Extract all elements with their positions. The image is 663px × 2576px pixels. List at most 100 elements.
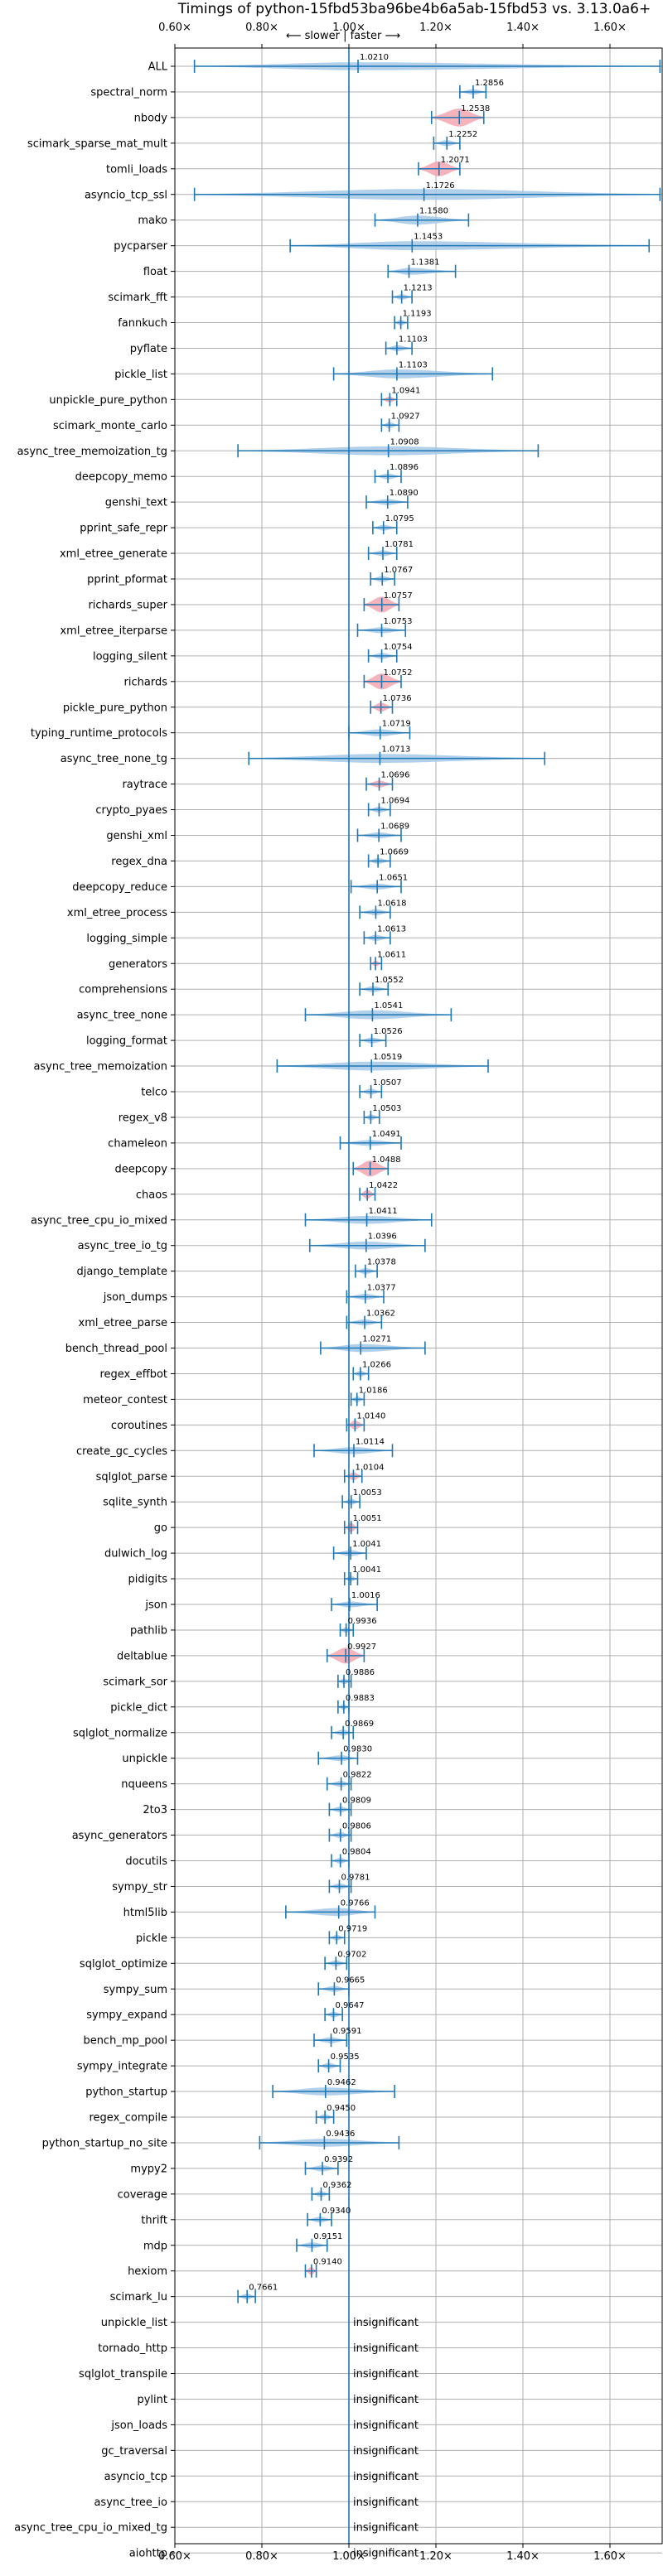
category-label: pprint_pformat: [87, 574, 167, 586]
category-label: json_dumps: [103, 1291, 167, 1304]
value-label: 1.0519: [373, 1053, 402, 1062]
category-label: raytrace: [122, 779, 167, 791]
category-label: bench_thread_pool: [65, 1343, 167, 1355]
value-label: 1.0396: [368, 1233, 397, 1242]
category-label: telco: [141, 1087, 167, 1099]
category-label: async_tree_io_tg: [78, 1240, 167, 1252]
category-label: typing_runtime_protocols: [31, 727, 167, 740]
category-label: richards: [124, 676, 168, 688]
category-label: mako: [138, 215, 167, 227]
chart-title: Timings of python-15fbd53ba96be4b6a5ab-1…: [177, 1, 651, 17]
value-label: 0.7661: [249, 2284, 278, 2293]
plot-frame: [174, 47, 663, 2545]
category-label: aiohttp: [129, 2548, 167, 2560]
category-label: coverage: [118, 2188, 167, 2201]
category-label: fannkuch: [118, 317, 167, 330]
category-label: async_generators: [72, 1830, 168, 1842]
value-label: 0.9869: [345, 1720, 374, 1729]
category-label: pickle: [136, 1932, 167, 1945]
value-label: 1.2252: [448, 130, 477, 139]
category-label: logging_format: [86, 1035, 167, 1048]
x-tick-label-bottom: 1.40×: [506, 2550, 540, 2563]
category-label: python_startup_no_site: [42, 2137, 167, 2149]
value-label: 1.0186: [359, 1386, 388, 1395]
category-label: regex_v8: [119, 1112, 167, 1124]
insignificant-label: insignificant: [353, 2445, 419, 2458]
category-label: pickle_dict: [110, 1701, 167, 1714]
category-label: asyncio_tcp_ssl: [85, 189, 167, 201]
value-label: 1.0757: [384, 591, 413, 601]
value-label: 1.0719: [382, 720, 411, 729]
value-label: 1.0613: [377, 924, 406, 933]
value-label: 1.1726: [426, 181, 455, 191]
category-label: scimark_fft: [108, 292, 167, 304]
value-label: 1.0041: [352, 1565, 381, 1575]
category-label: sympy_expand: [86, 2009, 167, 2022]
value-label: 0.9450: [327, 2104, 356, 2113]
category-label: pycparser: [114, 240, 167, 253]
value-label: 1.0114: [356, 1437, 385, 1446]
category-label: json: [144, 1599, 167, 1612]
value-label: 0.9781: [341, 1873, 370, 1882]
category-label: xml_etree_process: [67, 907, 167, 919]
category-label: async_tree_cpu_io_mixed: [31, 1214, 167, 1227]
category-label: tomli_loads: [106, 163, 167, 176]
value-label: 0.9886: [346, 1668, 375, 1677]
value-label: 1.0488: [372, 1155, 401, 1165]
category-label: pickle_pure_python: [63, 702, 167, 714]
category-label: pprint_safe_repr: [80, 523, 167, 535]
category-label: 2to3: [143, 1804, 167, 1816]
value-label: 1.0795: [385, 514, 414, 523]
category-label: richards_super: [88, 599, 167, 611]
value-label: 1.0754: [384, 643, 413, 652]
label-layer: 1.0210 1.2856 1.2538 1.2252 1.2071 1.1726 1.15…: [249, 53, 504, 2560]
x-tick-label-bottom: 0.60×: [158, 2550, 191, 2563]
value-label: 0.9702: [337, 1950, 366, 1959]
value-label: 0.9665: [336, 1975, 365, 1985]
category-label: regex_dna: [111, 856, 167, 868]
value-label: 1.0908: [390, 437, 419, 446]
value-label: 1.0210: [360, 53, 389, 62]
category-label: hexiom: [128, 2265, 167, 2278]
value-label: 1.0377: [367, 1284, 396, 1293]
whisker-layer: [193, 60, 661, 2303]
category-label: create_gc_cycles: [76, 1445, 167, 1458]
category-label: deepcopy_memo: [75, 471, 167, 484]
category-label: pidigits: [128, 1574, 168, 1586]
value-label: 0.9362: [323, 2181, 352, 2190]
value-label: 1.0271: [362, 1335, 391, 1344]
value-label: 0.9436: [326, 2130, 355, 2139]
category-label: docutils: [125, 1855, 167, 1868]
category-label: comprehensions: [79, 984, 167, 996]
category-label: gc_traversal: [101, 2445, 167, 2458]
value-label: 1.0696: [381, 771, 410, 780]
category-label: pathlib: [130, 1624, 167, 1637]
category-label: sqlglot_transpile: [79, 2368, 167, 2381]
value-label: 1.2071: [441, 156, 470, 165]
category-label: thrift: [141, 2214, 167, 2226]
category-label: ALL: [148, 61, 168, 74]
value-label: 1.0611: [377, 950, 406, 959]
x-tick-label-top: 1.40×: [506, 22, 540, 34]
category-label: deepcopy: [114, 1163, 167, 1175]
category-label: spectral_norm: [90, 86, 167, 99]
category-label: mypy2: [130, 2163, 167, 2175]
category-label: float: [143, 266, 167, 278]
value-label: 0.9647: [335, 2001, 364, 2010]
category-label: unpickle_list: [101, 2317, 167, 2329]
category-label: unpickle: [122, 1753, 167, 1765]
category-label: deepcopy_reduce: [72, 881, 167, 894]
value-label: 1.0767: [384, 566, 413, 575]
category-label: sqlglot_normalize: [73, 1727, 167, 1739]
category-label: scimark_sparse_mat_mult: [27, 137, 167, 150]
value-label: 0.9809: [342, 1797, 371, 1806]
category-label: sqlite_synth: [103, 1497, 167, 1509]
category-label: scimark_sor: [103, 1676, 167, 1688]
x-tick-label-top: 0.60×: [158, 22, 191, 34]
value-label: 1.0491: [372, 1130, 401, 1139]
value-label: 1.1580: [419, 207, 448, 216]
value-label: 1.0053: [353, 1488, 382, 1498]
value-label: 1.0927: [391, 412, 420, 421]
